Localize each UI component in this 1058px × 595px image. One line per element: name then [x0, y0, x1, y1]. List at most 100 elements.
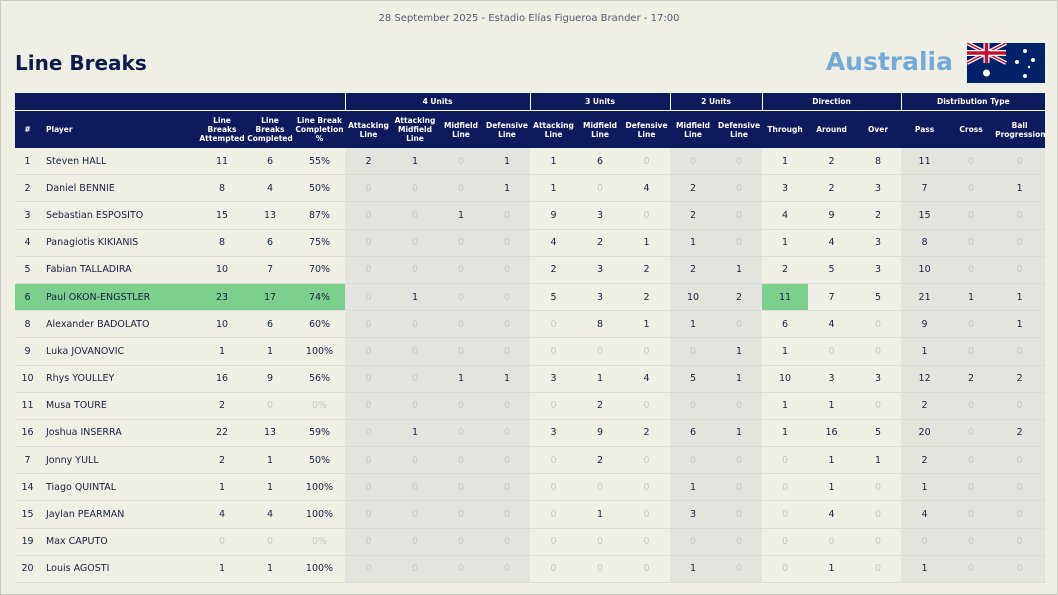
cell: 3 — [808, 365, 856, 393]
cell: 16 — [808, 419, 856, 448]
cell: 0 — [670, 392, 717, 420]
player-name: Jonny YULL — [40, 446, 198, 475]
column-header: Midfield Line — [438, 110, 484, 148]
column-header: Around — [808, 110, 856, 148]
player-row: 6 Paul OKON-ENGSTLER 23 17 74% 0 1 0 0 5 3 2 10 2 11 7 5… — [15, 283, 1046, 312]
cell: 1 — [246, 337, 294, 366]
cell: 3 — [855, 174, 902, 203]
cell: 0 — [994, 500, 1046, 529]
cell: 0 — [623, 473, 671, 502]
cell: 15 — [901, 201, 949, 230]
cell: 7 — [15, 446, 40, 475]
cell: 12 — [901, 365, 949, 393]
cell: 0 — [716, 201, 763, 230]
cell: 4 — [808, 229, 856, 257]
cell: 15 — [15, 500, 40, 529]
cell: 0 — [484, 392, 531, 420]
cell: 0 — [438, 419, 484, 448]
column-header: Line Breaks Attempted — [198, 110, 246, 148]
cell: 0 — [762, 555, 809, 584]
cell: 0 — [623, 201, 671, 230]
player-row: 2 Daniel BENNIE 8 4 50% 0 0 0 1 1 0 4 2 0 3 2 3 7 0 1 — [15, 174, 1046, 203]
cell: 0 — [345, 310, 392, 339]
cell: 0 — [484, 555, 531, 584]
cell: 0 — [670, 528, 717, 556]
player-name: Rhys YOULLEY — [40, 365, 198, 393]
column-header: Over — [855, 110, 902, 148]
cell: 5 — [855, 283, 902, 312]
cell: 0 — [948, 500, 995, 529]
cell: 74% — [294, 283, 345, 312]
column-header: Player — [40, 110, 198, 148]
cell: 0 — [345, 473, 392, 502]
cell: 4 — [762, 201, 809, 230]
cell: 0 — [392, 310, 438, 339]
player-row: 19 Max CAPUTO 0 0 0% 0 0 0 0 0 0 0 0 0 0 0 0 0 0 0 — [15, 528, 1046, 556]
cell: 0 — [530, 392, 578, 420]
cell: 100% — [294, 337, 345, 366]
cell: 5 — [15, 256, 40, 284]
cell: 3 — [15, 201, 40, 230]
column-header: Ball Progression — [994, 110, 1046, 148]
column-header: Attacking Line — [345, 110, 392, 148]
player-row: 10 Rhys YOULLEY 16 9 56% 0 0 1 1 3 1 4 5 1 10 3 3 12 2 2 — [15, 365, 1046, 393]
cell: 15 — [198, 201, 246, 230]
cell: 2 — [345, 148, 392, 176]
cell: 0 — [948, 174, 995, 203]
cell: 2 — [901, 392, 949, 420]
player-name: Luka JOVANOVIC — [40, 337, 198, 366]
cell: 17 — [246, 283, 294, 312]
cell: 0 — [392, 473, 438, 502]
cell: 0 — [948, 392, 995, 420]
cell: 0 — [948, 446, 995, 475]
cell: 4 — [901, 500, 949, 529]
cell: 8 — [855, 148, 902, 176]
cell: 0 — [392, 555, 438, 584]
cell: 1 — [901, 473, 949, 502]
player-name: Tiago QUINTAL — [40, 473, 198, 502]
cell: 13 — [246, 201, 294, 230]
column-header: Attacking Midfield Line — [392, 110, 438, 148]
cell: 0 — [530, 528, 578, 556]
cell: 2 — [994, 365, 1046, 393]
cell: 0 — [948, 337, 995, 366]
cell: 50% — [294, 174, 345, 203]
cell: 22 — [198, 419, 246, 448]
cell: 0 — [716, 473, 763, 502]
cell: 16 — [198, 365, 246, 393]
cell: 1 — [762, 419, 809, 448]
cell: 0 — [345, 419, 392, 448]
cell: 0 — [392, 337, 438, 366]
cell: 0 — [392, 365, 438, 393]
group-header: Distribution Type — [900, 93, 1046, 111]
cell: 1 — [808, 473, 856, 502]
cell: 1 — [762, 392, 809, 420]
column-header-row: # Player Line Breaks Attempted Line Breaks … — [15, 110, 1046, 148]
cell: 0 — [623, 148, 671, 176]
cell: 2 — [948, 365, 995, 393]
cell: 0 — [948, 310, 995, 339]
column-header: Defensive Line — [484, 110, 531, 148]
cell: 0 — [808, 528, 856, 556]
cell: 0 — [392, 201, 438, 230]
cell: 0 — [948, 256, 995, 284]
player-row: 14 Tiago QUINTAL 1 1 100% 0 0 0 0 0 0 0 1 0 0 1 0 1 0 0 — [15, 473, 1046, 502]
cell: 11 — [198, 148, 246, 176]
cell: 2 — [577, 229, 624, 257]
cell: 1 — [15, 148, 40, 176]
cell: 0 — [994, 256, 1046, 284]
group-spacer — [15, 93, 345, 111]
player-name: Paul OKON-ENGSTLER — [40, 283, 198, 312]
cell: 0 — [901, 528, 949, 556]
cell: 0 — [484, 256, 531, 284]
cell: 10 — [15, 365, 40, 393]
cell: 2 — [901, 446, 949, 475]
match-info: 28 September 2025 - Estadio Elías Figuer… — [378, 13, 680, 24]
cell: 1 — [246, 446, 294, 475]
cell: 2 — [855, 201, 902, 230]
cell: 4 — [246, 500, 294, 529]
player-name: Musa TOURE — [40, 392, 198, 420]
cell: 6 — [246, 148, 294, 176]
cell: 0 — [438, 555, 484, 584]
cell: 2 — [808, 148, 856, 176]
